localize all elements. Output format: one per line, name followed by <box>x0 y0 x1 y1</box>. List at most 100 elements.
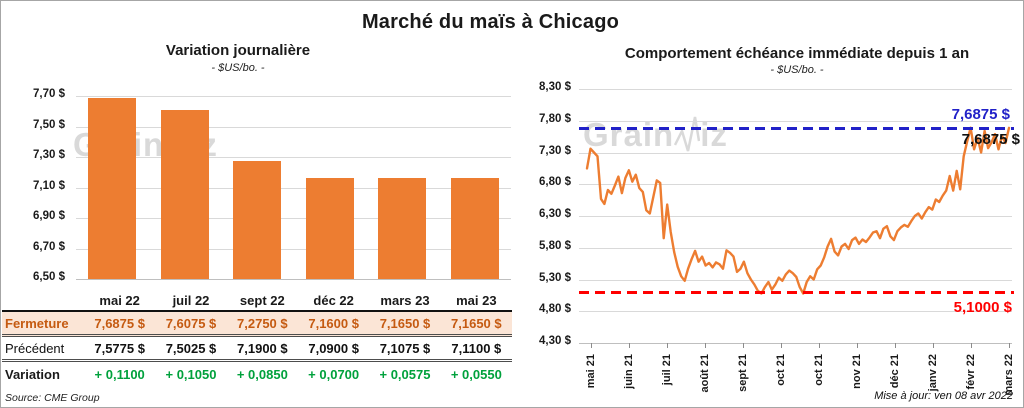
x-axis-month-text: oct 21 <box>813 354 825 386</box>
close-reference-line-label: 7,6875 $ <box>951 105 1010 123</box>
gridline <box>579 120 1012 122</box>
close-value: 7,1650 $ <box>440 312 512 337</box>
x-axis-month-text: juil 21 <box>661 354 673 386</box>
line-chart-plot: mai 21 juin 21 juil 21 août 21 sept 21 oct 21… <box>579 89 1020 396</box>
close-value: 7,2750 $ <box>226 312 298 337</box>
x-axis-tick <box>1009 343 1010 348</box>
y-axis-tick-label: 4,80 $ <box>539 303 571 316</box>
x-axis-month-text: oct 21 <box>775 354 787 386</box>
gridline <box>579 279 1012 281</box>
daily-variation-panel: Variation journalière - $US/bo. - Grain … <box>1 1 513 407</box>
bar-mars-23 <box>378 177 427 279</box>
month-header: juil 22 <box>155 291 227 312</box>
x-axis-tick <box>819 343 820 348</box>
prev-value: 7,5775 $ <box>84 337 156 362</box>
bar-juil-22 <box>160 110 209 279</box>
gridline <box>76 218 511 219</box>
y-axis-tick-label: 7,30 $ <box>539 144 571 157</box>
close-value: 7,6075 $ <box>155 312 227 337</box>
var-value: + 0,0850 <box>236 366 288 382</box>
var-value: + 0,0550 <box>450 366 502 382</box>
x-axis-tick <box>857 343 858 348</box>
bar-mai-22 <box>88 97 137 279</box>
gridline <box>579 152 1012 154</box>
x-axis-month-text: sept 21 <box>737 354 749 392</box>
y-axis-tick-label: 7,10 $ <box>33 179 65 192</box>
row-label-close: Fermeture <box>2 312 84 337</box>
x-axis-month-text: déc 21 <box>889 354 901 389</box>
line-chart-y-axis: 8,30 $ 7,80 $ 7,30 $ 6,80 $ 6,30 $ 5,80 $ 5,30… <box>513 81 573 347</box>
bar-sept-22 <box>233 160 282 279</box>
month-header: mai 22 <box>84 291 156 312</box>
x-axis-tick <box>933 343 934 348</box>
gridline <box>579 343 1012 344</box>
prev-value: 7,1075 $ <box>369 337 441 362</box>
x-axis-tick <box>895 343 896 348</box>
y-axis-tick-label: 8,30 $ <box>539 81 571 93</box>
prev-value: 7,1900 $ <box>226 337 298 362</box>
month-header: mai 23 <box>440 291 512 312</box>
close-reference-line <box>579 126 1014 130</box>
y-axis-tick-label: 7,30 $ <box>33 149 65 161</box>
x-axis-month-text: janv 22 <box>927 354 939 392</box>
close-value: 7,1650 $ <box>369 312 441 337</box>
x-axis-month-text: mars 22 <box>1003 354 1015 396</box>
x-axis-tick <box>591 343 592 348</box>
support-reference-line <box>579 291 1014 295</box>
bar-déc-22 <box>305 178 354 279</box>
update-note: Mise à jour: ven 08 avr 2022 <box>874 390 1013 402</box>
price-table: mai 22 juil 22 sept 22 déc 22 mars 23 mai 23 F… <box>2 291 512 386</box>
bar-chart-y-axis: 7,70 $ 7,50 $ 7,30 $ 7,10 $ 6,90 $ 6,70 $ 6,50… <box>1 88 67 283</box>
x-axis-tick <box>743 343 744 348</box>
gridline <box>76 96 511 97</box>
gridline <box>579 247 1012 249</box>
row-label-prev: Précédent <box>2 337 84 362</box>
x-axis-tick <box>971 343 972 348</box>
month-header: sept 22 <box>226 291 298 312</box>
x-axis-month-text: mai 21 <box>585 354 597 389</box>
y-axis-tick-label: 4,30 $ <box>539 335 571 347</box>
gridline <box>579 311 1012 313</box>
close-value: 7,1600 $ <box>298 312 370 337</box>
line-chart-title: Comportement échéance immédiate depuis 1… <box>624 45 970 62</box>
x-axis-tick <box>629 343 630 348</box>
y-axis-tick-label: 6,70 $ <box>33 240 65 253</box>
y-axis-tick-label: 7,50 $ <box>33 118 65 131</box>
front-month-panel: Comportement échéance immédiate depuis 1… <box>513 1 1023 407</box>
source-note: Source: CME Group <box>5 392 100 404</box>
gridline <box>76 187 511 189</box>
var-value: + 0,1100 <box>94 366 145 382</box>
bar-chart-title: Variation journalière <box>165 42 311 59</box>
page-title: Marché du maïs à Chicago <box>361 11 620 33</box>
line-chart-subtitle: - $US/bo. - <box>770 64 824 76</box>
row-label-var: Variation <box>5 366 60 382</box>
gridline <box>76 248 511 250</box>
grainwiz-watermark: Grain iz <box>583 115 728 155</box>
x-axis-month-text: août 21 <box>699 354 711 393</box>
bar-chart-plot <box>76 96 511 280</box>
price-line-series <box>585 126 1011 295</box>
gridline <box>579 89 1012 90</box>
month-header: déc 22 <box>298 291 370 312</box>
support-reference-line-label: 5,1000 $ <box>953 299 1012 317</box>
x-axis-month-text: nov 21 <box>851 354 863 389</box>
x-axis-tick <box>705 343 706 348</box>
gridline <box>76 157 511 158</box>
var-value: + 0,0575 <box>379 366 431 382</box>
x-axis-tick <box>781 343 782 348</box>
watermark-zigzag-icon <box>674 116 701 152</box>
close-value: 7,6875 $ <box>84 312 156 337</box>
y-axis-tick-label: 5,30 $ <box>539 271 571 284</box>
bar-chart-subtitle: - $US/bo. - <box>211 62 265 74</box>
y-axis-tick-label: 5,80 $ <box>539 239 571 252</box>
prev-value: 7,5025 $ <box>155 337 227 362</box>
y-axis-tick-label: 7,80 $ <box>539 112 571 125</box>
y-axis-tick-label: 6,30 $ <box>539 208 571 220</box>
var-value: + 0,1050 <box>165 366 217 382</box>
gridline <box>579 216 1012 217</box>
month-header: mars 23 <box>369 291 441 312</box>
x-axis-month-text: févr 22 <box>965 354 977 390</box>
gridline <box>76 126 511 128</box>
gridline <box>76 279 511 280</box>
